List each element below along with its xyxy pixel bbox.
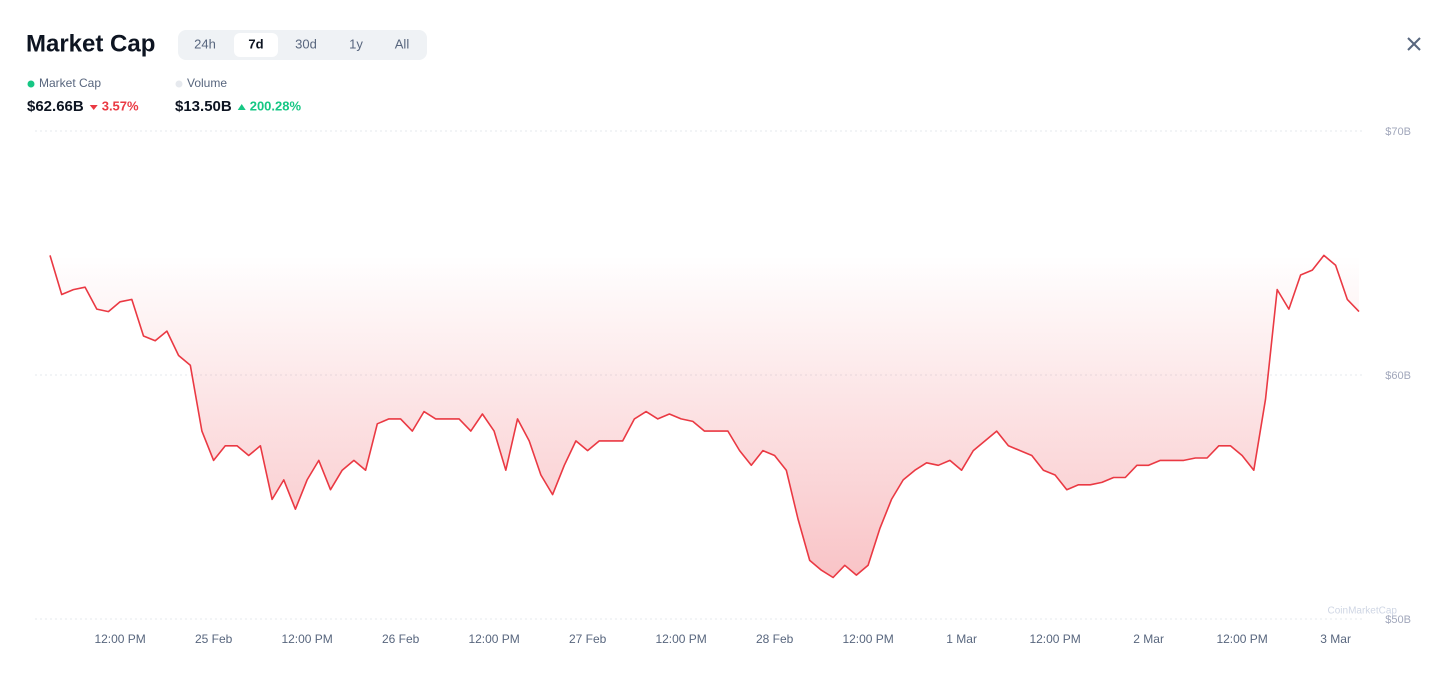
x-tick-label: 3 Mar [1320, 632, 1351, 646]
area-fill [50, 255, 1359, 578]
watermark: CoinMarketCap [1328, 606, 1398, 617]
tab-label[interactable]: 24h [194, 36, 216, 51]
x-tick-label: 12:00 PM [842, 632, 893, 646]
stat-change: 3.57% [102, 98, 139, 113]
close-button[interactable] [1407, 37, 1421, 51]
y-tick-label: $60B [1385, 370, 1411, 382]
tab-label[interactable]: 7d [248, 36, 263, 51]
modal-title: Market Cap [26, 30, 155, 57]
y-tick-label: $50B [1385, 614, 1411, 626]
tab-label[interactable]: All [395, 36, 410, 51]
x-tick-label: 12:00 PM [1029, 632, 1080, 646]
legend-label: Volume [187, 76, 227, 90]
stat-change: 200.28% [250, 98, 302, 113]
change-arrow [89, 105, 98, 110]
stat-value: $13.50B [175, 98, 232, 115]
tab-label[interactable]: 30d [295, 36, 317, 51]
x-tick-label: 12:00 PM [94, 632, 145, 646]
tab-label[interactable]: 1y [349, 36, 363, 51]
legend-label: Market Cap [39, 76, 101, 90]
y-tick-label: $70B [1385, 126, 1411, 138]
price-line [49, 254, 1360, 579]
x-tick-label: 28 Feb [756, 632, 794, 646]
legend-dot [175, 80, 183, 88]
x-tick-label: 25 Feb [195, 632, 233, 646]
x-tick-label: 2 Mar [1133, 632, 1164, 646]
active-tab[interactable] [234, 33, 278, 57]
x-tick-label: 12:00 PM [281, 632, 332, 646]
stat-value: $62.66B [27, 98, 84, 115]
x-tick-label: 26 Feb [382, 632, 420, 646]
x-tick-label: 12:00 PM [468, 632, 519, 646]
x-tick-label: 12:00 PM [1216, 632, 1267, 646]
x-tick-label: 1 Mar [946, 632, 977, 646]
change-arrow [237, 104, 246, 110]
legend-dot [27, 80, 35, 88]
x-tick-label: 27 Feb [569, 632, 607, 646]
x-tick-label: 12:00 PM [655, 632, 706, 646]
